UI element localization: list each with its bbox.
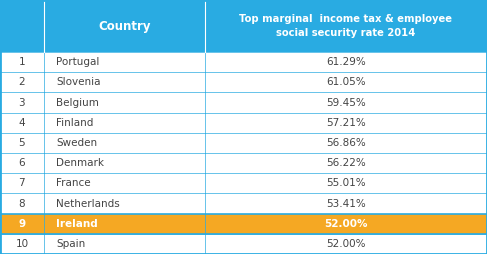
Bar [0, 153, 487, 173]
Text: 3: 3 [19, 98, 25, 107]
Text: Belgium: Belgium [56, 98, 99, 107]
Text: 61.29%: 61.29% [326, 57, 366, 67]
Bar [0, 214, 487, 234]
Text: 4: 4 [19, 118, 25, 128]
Text: Sweden: Sweden [56, 138, 97, 148]
Text: Top marginal  income tax & employee
social security rate 2014: Top marginal income tax & employee socia… [239, 14, 452, 38]
Bar [0, 133, 487, 153]
Text: 5: 5 [19, 138, 25, 148]
Bar [0, 173, 487, 194]
Text: Portugal: Portugal [56, 57, 99, 67]
Text: 61.05%: 61.05% [326, 77, 366, 87]
Bar [0, 194, 487, 214]
Bar [0, 52, 487, 72]
Text: 55.01%: 55.01% [326, 178, 366, 188]
Bar [0, 92, 487, 113]
Bar [0, 0, 487, 52]
Text: 52.00%: 52.00% [326, 239, 366, 249]
Text: 1: 1 [19, 57, 25, 67]
Text: 9: 9 [19, 219, 25, 229]
Text: France: France [56, 178, 91, 188]
Text: 8: 8 [19, 199, 25, 209]
Text: 2: 2 [19, 77, 25, 87]
Text: 57.21%: 57.21% [326, 118, 366, 128]
Text: 6: 6 [19, 158, 25, 168]
Text: Country: Country [98, 20, 150, 33]
Text: Finland: Finland [56, 118, 94, 128]
Text: Netherlands: Netherlands [56, 199, 120, 209]
Text: Denmark: Denmark [56, 158, 104, 168]
Text: 56.22%: 56.22% [326, 158, 366, 168]
Text: 56.86%: 56.86% [326, 138, 366, 148]
Bar [0, 72, 487, 92]
Text: 59.45%: 59.45% [326, 98, 366, 107]
Text: Spain: Spain [56, 239, 85, 249]
Text: Ireland: Ireland [56, 219, 98, 229]
Text: 52.00%: 52.00% [324, 219, 368, 229]
Text: 7: 7 [19, 178, 25, 188]
Bar [0, 113, 487, 133]
Text: 53.41%: 53.41% [326, 199, 366, 209]
Text: Slovenia: Slovenia [56, 77, 100, 87]
Text: 10: 10 [16, 239, 28, 249]
Bar [0, 234, 487, 254]
